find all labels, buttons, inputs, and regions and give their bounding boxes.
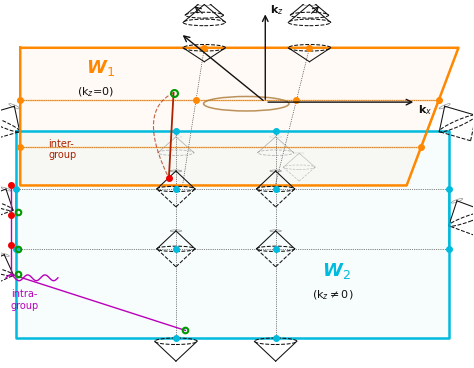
Text: (k$_z$=0): (k$_z$=0) — [77, 85, 114, 99]
Text: W$_2$: W$_2$ — [322, 261, 351, 281]
Text: inter-
group: inter- group — [48, 139, 77, 160]
Text: W$_1$: W$_1$ — [86, 58, 115, 78]
Text: (k$_z\neq$0): (k$_z\neq$0) — [312, 288, 354, 301]
Text: intra-
group: intra- group — [11, 289, 39, 311]
Text: k$_z$: k$_z$ — [270, 3, 284, 17]
Text: k$_x$: k$_x$ — [419, 103, 433, 117]
